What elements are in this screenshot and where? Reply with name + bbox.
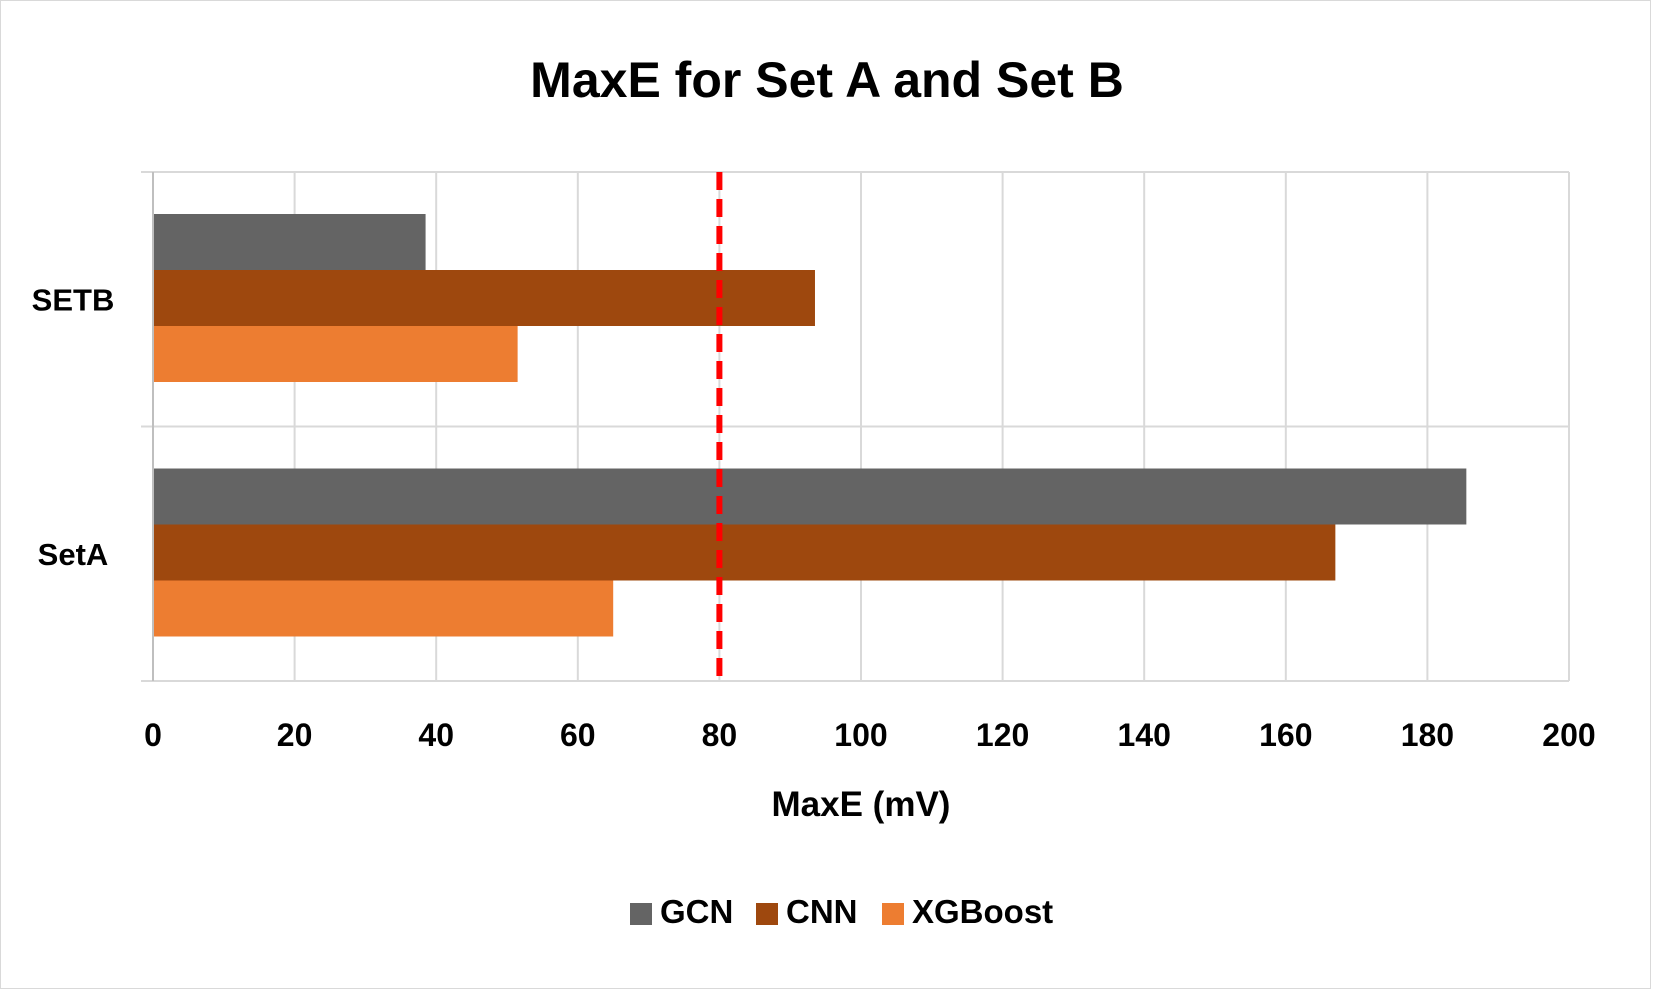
gridlines	[141, 171, 1570, 682]
legend: GCN CNN XGBoost	[630, 893, 1053, 930]
x-tick-label: 0	[144, 717, 162, 753]
x-tick-label: 20	[277, 717, 313, 753]
x-tick-label: 160	[1259, 717, 1312, 753]
chart-title: MaxE for Set A and Set B	[530, 52, 1124, 108]
bar-gcn-seta	[153, 468, 1467, 525]
x-tick-labels: 0 20 40 60 80 100 120 140 160 180 200	[144, 717, 1596, 753]
legend-swatch-cnn	[756, 903, 778, 925]
x-tick-label: 140	[1118, 717, 1171, 753]
x-axis-title: MaxE (mV)	[772, 785, 951, 824]
bars	[153, 214, 1467, 637]
category-label: SETB	[32, 282, 115, 317]
x-tick-label: 100	[834, 717, 887, 753]
legend-label-cnn: CNN	[786, 893, 858, 930]
x-tick-label: 200	[1542, 717, 1595, 753]
legend-swatch-xgboost	[882, 903, 904, 925]
bar-xgboost-seta	[153, 580, 614, 637]
x-tick-label: 180	[1401, 717, 1454, 753]
bar-cnn-seta	[153, 524, 1336, 581]
x-tick-label: 40	[418, 717, 454, 753]
legend-swatch-gcn	[630, 903, 652, 925]
x-tick-label: 120	[976, 717, 1029, 753]
legend-label-gcn: GCN	[660, 893, 733, 930]
bar-xgboost-setb	[153, 326, 518, 382]
bar-cnn-setb	[153, 270, 815, 326]
category-labels: SetA SETB	[32, 282, 115, 572]
x-tick-label: 80	[702, 717, 738, 753]
x-tick-label: 60	[560, 717, 596, 753]
category-label: SetA	[38, 537, 109, 572]
legend-label-xgboost: XGBoost	[912, 893, 1053, 930]
bar-gcn-setb	[153, 214, 426, 270]
